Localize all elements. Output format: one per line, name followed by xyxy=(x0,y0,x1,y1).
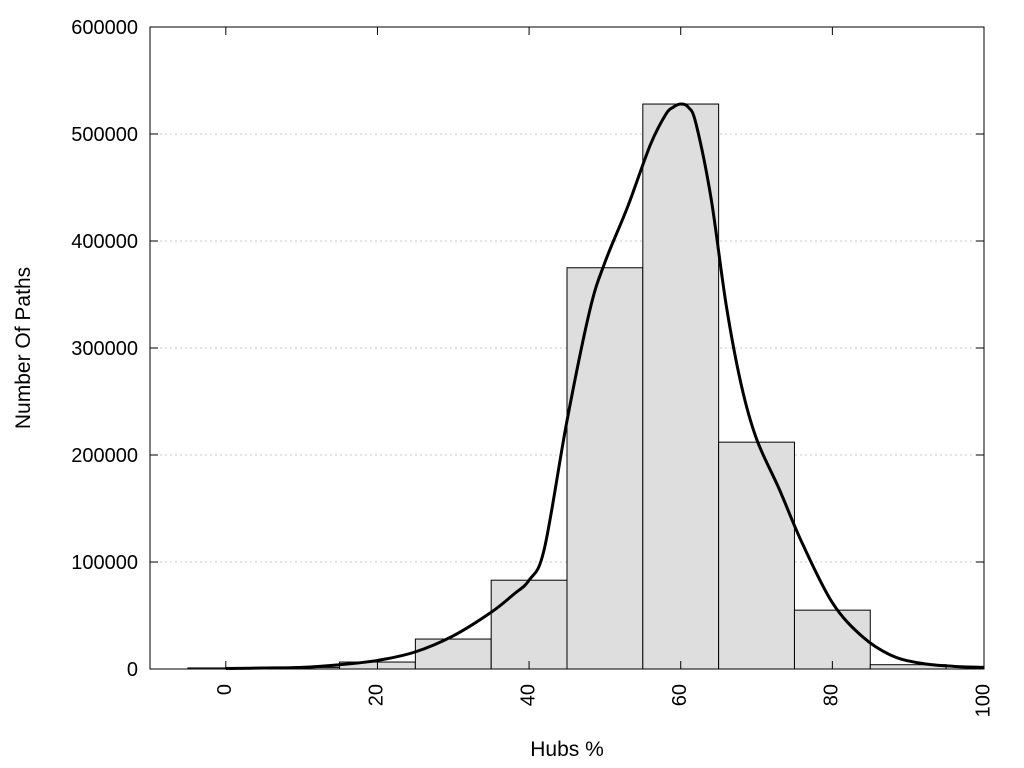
x-tick-label: 40 xyxy=(517,684,539,706)
y-axis-ticks: 0 100000 200000 300000 400000 500000 600000 xyxy=(71,17,984,681)
bars xyxy=(187,103,947,670)
x-tick-label: 20 xyxy=(366,684,388,706)
x-tick-label: 100 xyxy=(972,684,994,717)
y-tick-label: 200000 xyxy=(71,445,138,467)
histogram-bar xyxy=(490,579,568,670)
histogram-bar xyxy=(566,267,644,670)
histogram-bar xyxy=(718,441,795,670)
y-tick-label: 300000 xyxy=(71,338,138,360)
y-tick-label: 600000 xyxy=(71,17,138,39)
x-tick-label: 0 xyxy=(214,684,236,695)
y-axis-title: Number Of Paths xyxy=(12,267,35,429)
x-axis-ticks: 0 20 40 60 80 100 xyxy=(214,27,994,717)
histogram-bar xyxy=(414,638,492,670)
histogram-bar xyxy=(642,103,720,670)
x-tick-label: 60 xyxy=(669,684,691,706)
histogram-bar xyxy=(793,609,871,670)
y-tick-label: 500000 xyxy=(71,124,138,146)
x-axis-title: Hubs % xyxy=(530,738,604,761)
y-tick-label: 0 xyxy=(127,659,138,681)
density-curve xyxy=(225,102,985,670)
x-tick-label: 80 xyxy=(821,684,843,706)
y-tick-label: 100000 xyxy=(71,552,138,574)
y-tick-label: 400000 xyxy=(71,231,138,253)
